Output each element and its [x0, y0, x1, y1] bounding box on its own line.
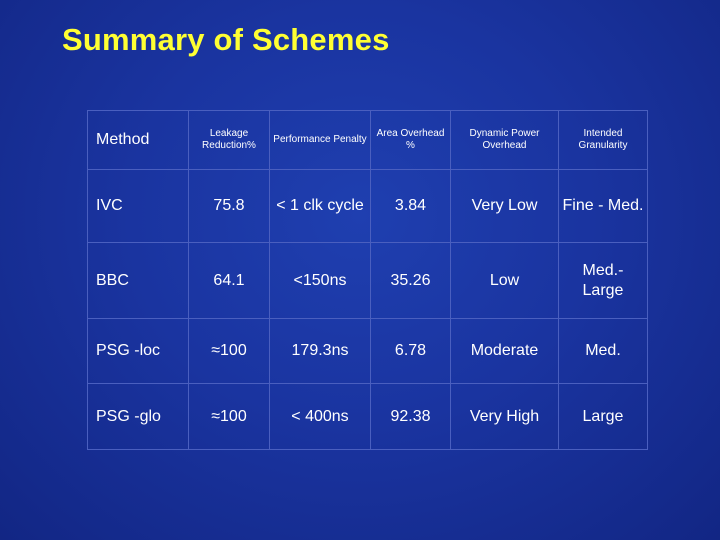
header-leakage-reduction: Leakage Reduction% — [188, 110, 270, 170]
table-header-row: Method Leakage Reduction% Performance Pe… — [87, 110, 648, 170]
cell-area-overhead: 35.26 — [370, 242, 451, 319]
slide-title: Summary of Schemes — [62, 22, 390, 57]
table-row: PSG -glo ≈100 < 400ns 92.38 Very High La… — [87, 383, 648, 450]
summary-table: Method Leakage Reduction% Performance Pe… — [87, 110, 648, 450]
cell-leakage-reduction: ≈100 — [188, 383, 270, 450]
table-row: IVC 75.8 < 1 clk cycle 3.84 Very Low Fin… — [87, 169, 648, 243]
table-row: PSG -loc ≈100 179.3ns 6.78 Moderate Med. — [87, 318, 648, 384]
cell-performance-penalty: <150ns — [269, 242, 371, 319]
cell-leakage-reduction: ≈100 — [188, 318, 270, 384]
cell-leakage-reduction: 64.1 — [188, 242, 270, 319]
cell-method: IVC — [87, 169, 189, 243]
cell-intended-granularity: Med.- Large — [558, 242, 648, 319]
cell-dynamic-power-overhead: Low — [450, 242, 559, 319]
cell-performance-penalty: < 1 clk cycle — [269, 169, 371, 243]
cell-performance-penalty: < 400ns — [269, 383, 371, 450]
cell-dynamic-power-overhead: Very High — [450, 383, 559, 450]
cell-dynamic-power-overhead: Very Low — [450, 169, 559, 243]
header-intended-granularity: Intended Granularity — [558, 110, 648, 170]
cell-area-overhead: 92.38 — [370, 383, 451, 450]
header-dynamic-power-overhead: Dynamic Power Overhead — [450, 110, 559, 170]
table-row: BBC 64.1 <150ns 35.26 Low Med.- Large — [87, 242, 648, 319]
cell-area-overhead: 3.84 — [370, 169, 451, 243]
cell-intended-granularity: Fine - Med. — [558, 169, 648, 243]
cell-dynamic-power-overhead: Moderate — [450, 318, 559, 384]
cell-performance-penalty: 179.3ns — [269, 318, 371, 384]
cell-method: BBC — [87, 242, 189, 319]
header-area-overhead: Area Overhead % — [370, 110, 451, 170]
cell-intended-granularity: Med. — [558, 318, 648, 384]
header-performance-penalty: Performance Penalty — [269, 110, 371, 170]
cell-area-overhead: 6.78 — [370, 318, 451, 384]
cell-method: PSG -loc — [87, 318, 189, 384]
cell-method: PSG -glo — [87, 383, 189, 450]
cell-intended-granularity: Large — [558, 383, 648, 450]
header-method: Method — [87, 110, 189, 170]
cell-leakage-reduction: 75.8 — [188, 169, 270, 243]
